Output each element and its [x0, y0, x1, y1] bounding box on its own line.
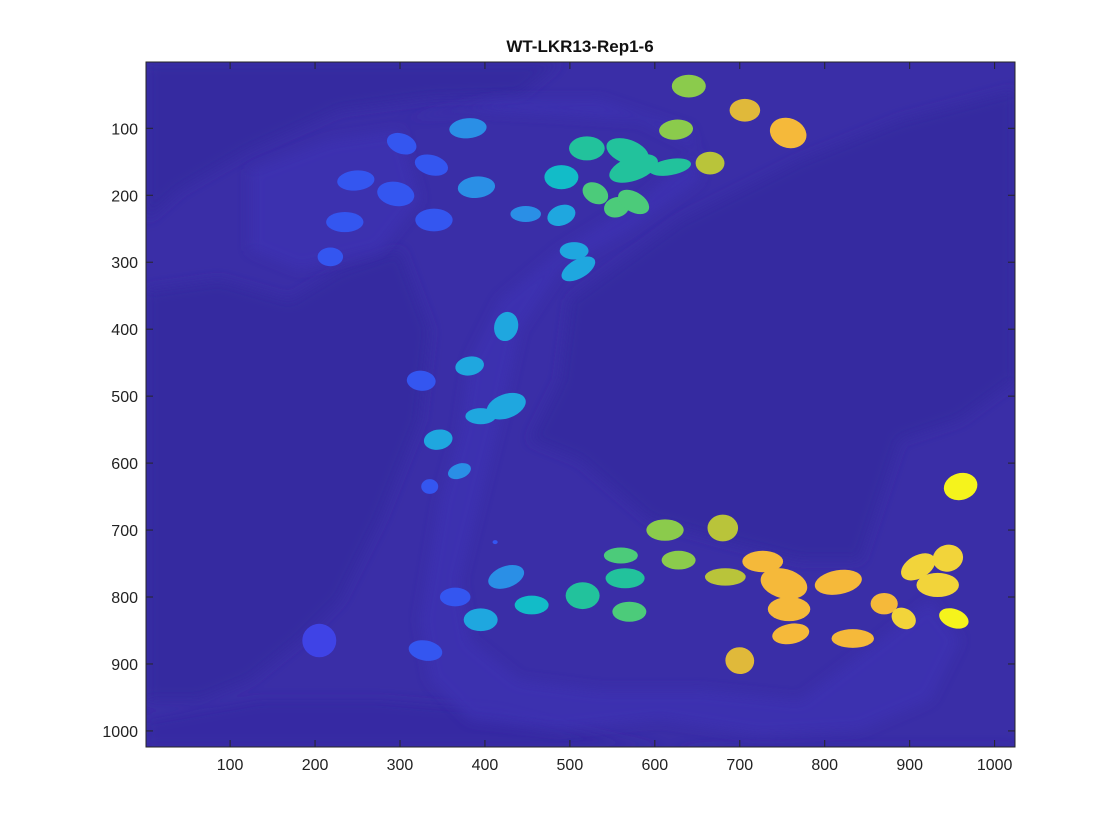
segmented-cell — [447, 463, 471, 480]
segmented-cell — [901, 553, 936, 581]
segmented-cell — [386, 132, 417, 155]
segmented-cell — [486, 392, 526, 420]
y-tick-label: 600 — [111, 456, 138, 473]
axes-frame — [145, 61, 1016, 748]
x-tick-label: 600 — [641, 757, 668, 774]
segmented-cell — [695, 151, 725, 175]
y-tick-label: 400 — [111, 322, 138, 339]
segmented-cell — [618, 189, 650, 215]
y-tick-label: 200 — [111, 188, 138, 205]
segmented-cell — [463, 608, 498, 632]
segmented-cell — [377, 181, 415, 207]
x-tick-label: 700 — [726, 757, 753, 774]
x-tick-label: 200 — [302, 757, 329, 774]
segmented-cell — [704, 568, 746, 586]
x-axis: 100 200 300 400 500 600 700 800 900 1000 — [217, 62, 1013, 774]
segmented-cell — [943, 472, 978, 501]
y-tick-label: 100 — [111, 121, 138, 138]
segmented-cell — [605, 568, 645, 589]
segmented-cell — [337, 170, 375, 191]
segmented-cell — [494, 311, 519, 342]
y-tick-label: 1000 — [102, 724, 138, 741]
segmented-cell — [729, 98, 761, 122]
segmented-cell — [671, 74, 706, 98]
segmented-cell — [406, 370, 436, 391]
x-tick-label: 400 — [472, 757, 499, 774]
segmented-cell — [547, 204, 576, 226]
segmented-cell — [326, 211, 364, 233]
x-tick-label: 800 — [811, 757, 838, 774]
x-tick-label: 300 — [387, 757, 414, 774]
x-tick-label: 500 — [557, 757, 584, 774]
segmented-cell — [659, 119, 694, 140]
segmented-cell — [646, 519, 684, 541]
segmented-cell — [932, 544, 964, 572]
segmented-cell — [565, 582, 600, 610]
segmented-cell — [423, 429, 453, 450]
segmented-cell — [582, 182, 609, 205]
segmented-cell — [414, 154, 449, 176]
segmented-cell — [492, 540, 498, 545]
segmented-cell — [465, 408, 496, 425]
y-tick-label: 900 — [111, 657, 138, 674]
segmented-cell — [569, 136, 605, 161]
x-tick-label: 100 — [217, 757, 244, 774]
segmented-cell — [457, 176, 496, 199]
y-tick-label: 300 — [111, 255, 138, 272]
segmented-cell — [302, 623, 337, 658]
segmented-cell — [488, 564, 525, 589]
x-tick-label: 1000 — [977, 757, 1013, 774]
x-tick-label: 900 — [896, 757, 923, 774]
segmented-cell — [760, 568, 808, 600]
figure-title: WT-LKR13-Rep1-6 — [506, 37, 653, 56]
segmented-cell — [514, 595, 549, 615]
background-regions — [146, 62, 1015, 747]
segmented-cell — [916, 572, 959, 598]
segmented-cell — [661, 550, 696, 570]
segmented-cell — [725, 647, 755, 675]
segmented-cell — [742, 550, 784, 573]
segmented-cell — [408, 640, 443, 661]
segmented-cell — [814, 569, 862, 595]
segmented-cell — [769, 117, 807, 149]
segmented-cell — [767, 597, 811, 622]
segmented-cell — [439, 587, 471, 607]
segmented-cell — [421, 479, 439, 494]
segmented-cell — [609, 154, 658, 183]
segmented-cell — [939, 608, 969, 629]
segmented-cell — [455, 356, 484, 376]
segmented-cell — [649, 158, 692, 176]
segmented-cell — [831, 629, 874, 648]
segmented-cell — [559, 242, 589, 260]
segmented-cell — [317, 247, 344, 267]
segmented-cell — [544, 165, 579, 190]
y-tick-label: 500 — [111, 389, 138, 406]
segmented-cell — [449, 118, 487, 139]
segmented-cell — [510, 205, 541, 223]
segmented-cell — [603, 547, 638, 564]
segmented-cell — [870, 592, 898, 615]
segmented-cell — [707, 514, 739, 542]
segmented-cell — [891, 607, 916, 630]
y-axis: 100 200 300 400 500 600 700 800 900 1000 — [102, 121, 1015, 741]
image-axes: 100 200 300 400 500 600 700 800 900 1000 100 200 30… — [102, 61, 1016, 774]
y-tick-label: 700 — [111, 523, 138, 540]
segmented-cell — [415, 208, 453, 232]
y-tick-label: 800 — [111, 590, 138, 607]
segmented-cell — [612, 601, 647, 622]
segmented-cell — [772, 623, 810, 645]
segmented-cell — [561, 256, 596, 282]
